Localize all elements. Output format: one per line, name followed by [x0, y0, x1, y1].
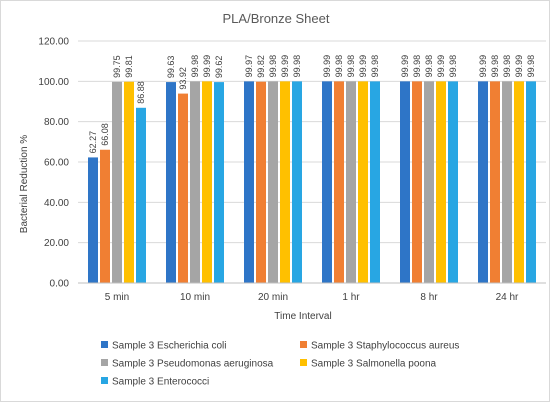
bar — [322, 81, 332, 283]
legend-label: Sample 3 Enterococci — [112, 377, 209, 388]
data-label: 99.81 — [124, 55, 134, 78]
data-label: 99.63 — [166, 56, 176, 79]
data-label: 99.98 — [412, 55, 422, 78]
y-tick-label: 40.00 — [44, 198, 69, 209]
bar — [112, 81, 122, 284]
x-tick-label: 20 min — [258, 292, 288, 303]
bar — [202, 81, 212, 283]
bar — [124, 81, 134, 284]
bar — [88, 157, 98, 283]
x-tick-label: 8 hr — [420, 292, 438, 303]
legend-swatch — [300, 341, 307, 348]
data-label: 99.98 — [526, 55, 536, 78]
y-tick-label: 60.00 — [44, 158, 69, 169]
data-label: 62.27 — [88, 131, 98, 154]
data-label: 99.75 — [112, 55, 122, 78]
bar — [178, 93, 188, 283]
data-label: 99.82 — [256, 55, 266, 78]
legend-swatch — [101, 359, 108, 366]
bars — [88, 81, 536, 284]
legend-label: Sample 3 Salmonella poona — [311, 359, 437, 370]
bar — [448, 81, 458, 284]
data-label: 99.98 — [190, 55, 200, 78]
bar — [526, 81, 536, 284]
data-label: 99.98 — [424, 55, 434, 78]
axes: 0.00 20.00 40.00 60.00 80.00 100.00 120.00 5 mi… — [38, 37, 546, 303]
data-label: 99.62 — [214, 56, 224, 79]
y-tick-label: 0.00 — [50, 279, 70, 290]
bar — [214, 82, 224, 283]
data-label: 99.99 — [436, 55, 446, 78]
gridlines — [78, 40, 546, 244]
x-tick-label: 5 min — [105, 292, 129, 303]
y-tick-label: 120.00 — [38, 37, 69, 48]
bar — [478, 81, 488, 283]
data-label: 99.98 — [268, 55, 278, 78]
data-label: 86.88 — [136, 81, 146, 104]
bar — [436, 81, 446, 283]
chart-title: PLA/Bronze Sheet — [223, 11, 330, 26]
data-label: 99.99 — [358, 55, 368, 78]
x-tick-label: 24 hr — [496, 292, 519, 303]
bar — [400, 81, 410, 283]
data-label: 99.99 — [478, 55, 488, 78]
bar — [166, 82, 176, 283]
legend-swatch — [300, 359, 307, 366]
bar — [244, 81, 254, 284]
data-label: 99.98 — [346, 55, 356, 78]
data-label: 99.99 — [400, 55, 410, 78]
data-label: 99.98 — [502, 55, 512, 78]
data-label: 99.98 — [334, 55, 344, 78]
bar — [334, 81, 344, 284]
legend-swatch — [101, 341, 108, 348]
x-axis-title: Time Interval — [274, 311, 331, 322]
data-label: 99.98 — [370, 55, 380, 78]
bar — [100, 149, 110, 283]
legend-label: Sample 3 Staphylococcus aureus — [311, 341, 459, 352]
data-label: 99.99 — [202, 55, 212, 78]
legend: Sample 3 Escherichia coli Sample 3 Staphy… — [101, 341, 459, 388]
bar — [346, 81, 356, 284]
data-label: 99.98 — [490, 55, 500, 78]
bar — [490, 81, 500, 284]
y-tick-label: 100.00 — [38, 77, 69, 88]
y-tick-label: 80.00 — [44, 117, 69, 128]
data-label: 66.08 — [100, 123, 110, 146]
y-tick-label: 20.00 — [44, 238, 69, 249]
data-label: 99.98 — [292, 55, 302, 78]
data-label: 99.99 — [514, 55, 524, 78]
data-label: 99.99 — [280, 55, 290, 78]
legend-label: Sample 3 Escherichia coli — [112, 341, 227, 352]
y-axis-title: Bacterial Reduction % — [19, 135, 30, 233]
bar — [190, 81, 200, 284]
bar — [268, 81, 278, 284]
data-label: 93.92 — [178, 67, 188, 90]
bar — [370, 81, 380, 284]
bar — [256, 81, 266, 283]
bar — [280, 81, 290, 283]
data-label: 99.99 — [322, 55, 332, 78]
data-label: 99.98 — [448, 55, 458, 78]
bar — [424, 81, 434, 284]
bar — [412, 81, 422, 284]
x-tick-label: 1 hr — [342, 292, 360, 303]
x-tick-label: 10 min — [180, 292, 210, 303]
bar — [136, 107, 146, 284]
legend-label: Sample 3 Pseudomonas aeruginosa — [112, 359, 274, 370]
bar — [502, 81, 512, 284]
legend-swatch — [101, 377, 108, 384]
data-label: 99.97 — [244, 55, 254, 78]
bar — [292, 81, 302, 284]
bar — [514, 81, 524, 283]
bar — [358, 81, 368, 283]
